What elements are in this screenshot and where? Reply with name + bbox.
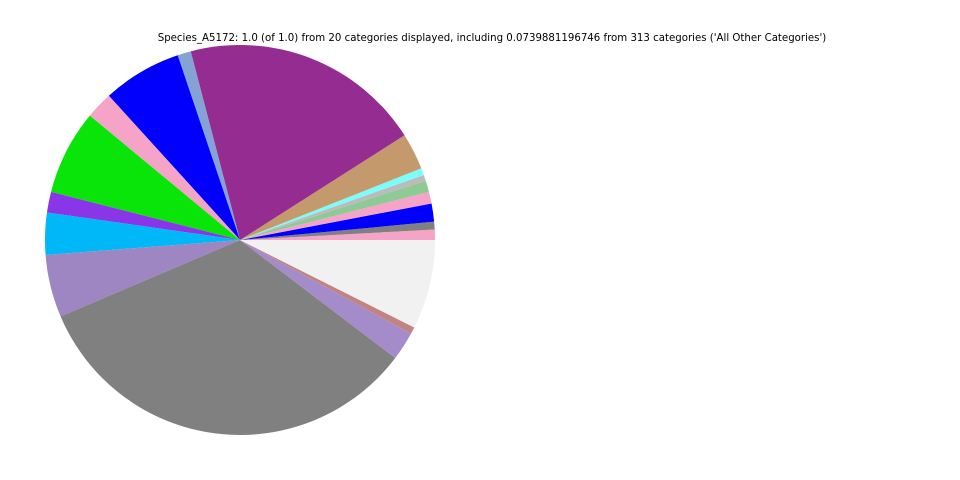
chart-title: Species_A5172: 1.0 (of 1.0) from 20 cate… — [157, 33, 827, 44]
pie-slice-19 — [240, 240, 415, 334]
pie-slice-7 — [240, 168, 424, 240]
pie-slice-3 — [240, 203, 435, 240]
pie-slice-20-all-other-categories — [240, 240, 435, 328]
pie-slice-12 — [89, 95, 240, 241]
pie-slice-9 — [190, 44, 405, 241]
pie-slice-15 — [44, 212, 240, 255]
pie-slice-16 — [45, 240, 240, 317]
pie-slice-10 — [177, 51, 240, 240]
pie-slice-8 — [240, 135, 422, 240]
pie-slice-6 — [240, 174, 426, 240]
pie-slice-2 — [240, 221, 435, 240]
pie-slice-18 — [240, 240, 411, 359]
pie-slice-11 — [108, 55, 240, 241]
pie-slice-5 — [240, 180, 429, 240]
pie-slice-13 — [51, 115, 240, 240]
pie-slice-4 — [240, 191, 432, 240]
pie-slice-1 — [240, 229, 436, 240]
pie-slice-17 — [60, 240, 396, 436]
pie-slice-14 — [46, 191, 241, 240]
